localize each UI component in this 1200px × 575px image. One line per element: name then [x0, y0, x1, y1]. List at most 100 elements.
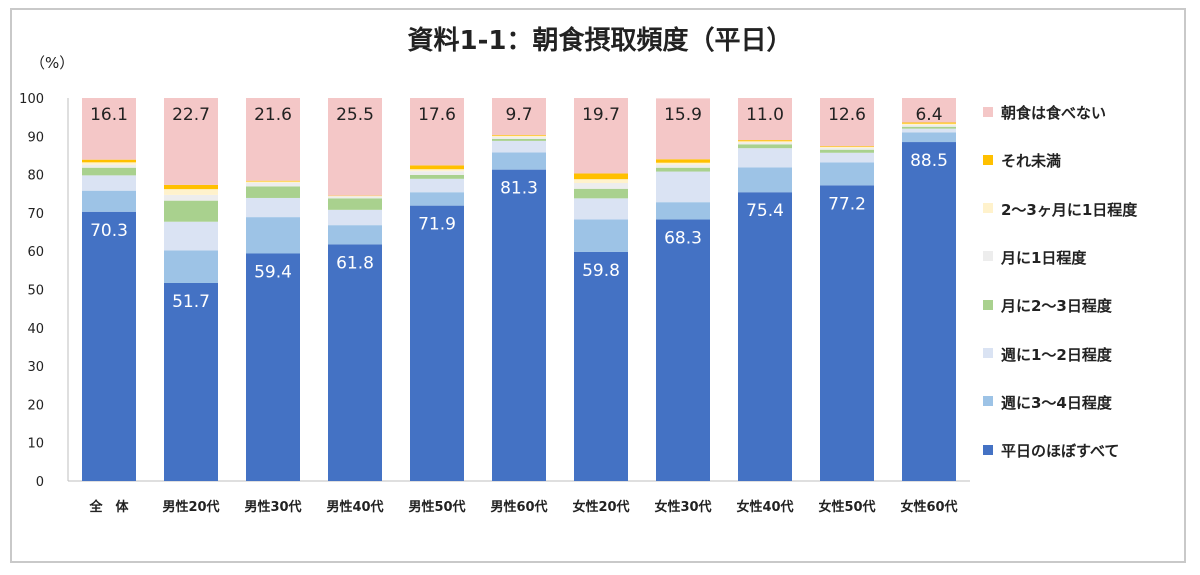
legend-item: 月に2～3日程度	[983, 295, 1112, 315]
bar-segment	[656, 159, 710, 163]
data-label: 59.8	[582, 261, 620, 281]
legend-label: 平日のほぼすべて	[1001, 442, 1120, 461]
bar-segment	[246, 253, 300, 481]
bar-segment	[410, 98, 464, 166]
bar-segment	[738, 148, 792, 168]
bar-segment	[246, 181, 300, 183]
bar-segment	[492, 140, 546, 153]
x-tick-label: 女性60代	[900, 499, 957, 515]
bar-segment	[492, 169, 546, 481]
legend-item: 週に3～4日程度	[983, 392, 1112, 412]
bar-segment	[246, 180, 300, 182]
bar-segment	[164, 189, 218, 195]
bar-segment	[492, 137, 546, 139]
bar-segment	[574, 251, 628, 481]
bar-segment	[902, 128, 956, 133]
bar-segment	[410, 174, 464, 179]
bar-segment	[82, 190, 136, 212]
bar-segment	[656, 164, 710, 168]
legend-item: 平日のほぼすべて	[983, 440, 1119, 460]
x-tick-label: 女性50代	[818, 499, 875, 515]
y-tick-label: 30	[27, 360, 44, 375]
bar-segment	[82, 159, 136, 163]
bar-segment	[410, 171, 464, 175]
data-label: 51.7	[172, 292, 210, 312]
bar-segment	[492, 98, 546, 136]
x-tick-label: 男性40代	[326, 499, 383, 515]
bar-segment	[902, 132, 956, 143]
bar-segment	[902, 126, 956, 129]
legend-swatch	[983, 299, 993, 310]
y-tick-label: 50	[27, 284, 44, 299]
bar-segment	[902, 142, 956, 482]
legend-swatch	[983, 396, 993, 407]
chart-title: 資料1-1：朝食摂取頻度（平日）	[407, 26, 793, 56]
y-tick-label: 80	[27, 169, 44, 184]
legend-item: 月に1日程度	[983, 247, 1086, 267]
bar-segment	[656, 98, 710, 160]
bar-segment	[328, 244, 382, 481]
data-label: 15.9	[664, 105, 702, 125]
bar-segment	[574, 179, 628, 184]
y-tick-label: 40	[27, 322, 44, 337]
legend-label: 週に1～2日程度	[1001, 345, 1112, 364]
bar-segment	[738, 140, 792, 142]
data-label: 11.0	[746, 105, 784, 125]
bar-segment	[820, 146, 874, 148]
bar-segment	[328, 198, 382, 210]
bar-segment	[246, 186, 300, 198]
data-label: 22.7	[172, 105, 210, 125]
legend-label: 2～3ヶ月に1日程度	[1001, 200, 1138, 219]
data-label: 70.3	[90, 221, 128, 241]
y-axis-unit-label: （%）	[30, 54, 75, 72]
x-tick-label: 女性30代	[654, 499, 711, 515]
bar-segment	[820, 147, 874, 148]
bar-segment	[492, 135, 546, 138]
bar-segment	[164, 221, 218, 251]
bar-segment	[902, 98, 956, 123]
legend-swatch	[983, 154, 993, 165]
bar-segment	[820, 149, 874, 153]
bar-segment	[82, 164, 136, 168]
bar-segment	[164, 200, 218, 222]
bar-segment	[328, 209, 382, 226]
data-label: 71.9	[418, 215, 456, 235]
bar-segment	[574, 188, 628, 199]
y-tick-label: 20	[27, 398, 44, 413]
bar-segment	[738, 142, 792, 145]
bar-segment	[164, 194, 218, 201]
data-label: 81.3	[500, 179, 538, 199]
bar-segment	[82, 167, 136, 176]
bar-segment	[82, 175, 136, 191]
bar-segment	[246, 182, 300, 187]
bar-segment	[738, 192, 792, 481]
bar-segment	[902, 123, 956, 125]
bar-segment	[246, 197, 300, 218]
bar-segment	[410, 178, 464, 193]
bar-segment	[820, 147, 874, 150]
legend-label: 月に1日程度	[1001, 248, 1087, 267]
bar-segment	[574, 173, 628, 180]
bar-segment	[246, 217, 300, 254]
y-tick-label: 10	[27, 437, 44, 452]
x-tick-label: 男性30代	[244, 499, 301, 515]
data-label: 16.1	[90, 105, 128, 125]
bar-segment	[656, 202, 710, 220]
legend-label: 月に2～3日程度	[1001, 297, 1112, 316]
data-label: 75.4	[746, 201, 784, 221]
x-tick-label: 全 体	[88, 499, 129, 515]
bar-segment	[574, 219, 628, 252]
legend-label: それ未満	[1001, 152, 1062, 171]
legend-item: 週に1～2日程度	[983, 344, 1112, 364]
bar-segment	[738, 98, 792, 141]
bar-segment	[656, 171, 710, 203]
data-label: 21.6	[254, 105, 292, 125]
bar-segment	[410, 169, 464, 172]
bar-segment	[246, 98, 300, 181]
bar-segment	[656, 167, 710, 172]
y-tick-label: 90	[27, 130, 44, 145]
data-label: 6.4	[915, 105, 942, 125]
bar-segment	[574, 98, 628, 174]
bar-segment	[820, 162, 874, 186]
legend-swatch	[983, 444, 993, 455]
